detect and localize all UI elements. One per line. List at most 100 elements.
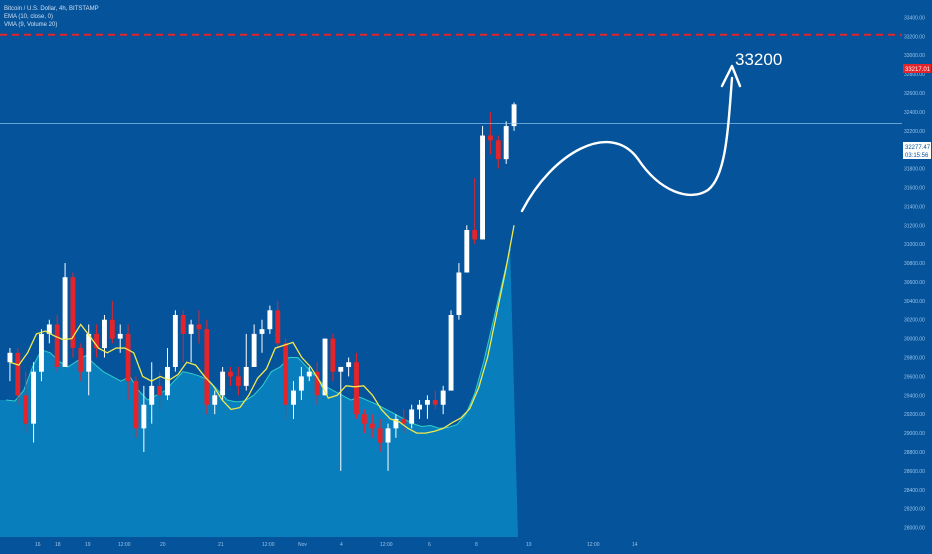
chart-legend: Bitcoin / U.S. Dollar, 4h, BITSTAMP EMA … (4, 5, 99, 29)
price-tick-label: 29400.00 (904, 393, 925, 399)
target-price-label: 33217.01 (905, 67, 931, 73)
candle-up[interactable] (456, 272, 462, 316)
candle-down[interactable] (133, 381, 139, 429)
candle-down[interactable] (15, 352, 21, 396)
price-tick-label: 30400.00 (904, 299, 925, 305)
candle-up[interactable] (480, 135, 485, 240)
time-tick-label: 4 (340, 542, 343, 548)
price-tick-label: 31800.00 (904, 167, 925, 173)
candle-up[interactable] (165, 366, 170, 396)
candle-up[interactable] (62, 277, 68, 367)
price-tick-label: 28600.00 (904, 469, 925, 475)
price-tick-label: 31400.00 (904, 204, 925, 210)
candle-down[interactable] (283, 343, 289, 405)
price-tick-label: 29800.00 (904, 356, 925, 362)
candle-up[interactable] (322, 338, 328, 396)
time-tick-label: Nov (298, 542, 307, 548)
candle-up[interactable] (306, 371, 312, 377)
candle-up[interactable] (424, 400, 430, 405)
candle-down[interactable] (94, 333, 100, 349)
candle-up[interactable] (338, 366, 344, 372)
candle-down[interactable] (354, 362, 359, 415)
ema-legend-item[interactable]: EMA (10, close, 0) (4, 14, 54, 20)
candle-down[interactable] (377, 428, 383, 443)
candle-up[interactable] (7, 352, 13, 363)
candle-down[interactable] (125, 333, 131, 382)
candle-up[interactable] (346, 362, 352, 367)
candle-up[interactable] (31, 371, 37, 424)
candle-up[interactable] (251, 333, 257, 367)
candle-up[interactable] (172, 315, 178, 367)
candle-down[interactable] (157, 385, 163, 396)
candle-down[interactable] (196, 324, 202, 330)
candle-up[interactable] (259, 329, 265, 334)
current-price-label: 32277.47 (905, 145, 931, 151)
candle-up[interactable] (102, 319, 107, 349)
candle-up[interactable] (117, 333, 123, 339)
candle-down[interactable] (275, 310, 281, 344)
candle-up[interactable] (448, 315, 454, 391)
price-tick-label: 32600.00 (904, 91, 925, 97)
price-axis[interactable]: 33400.00 33200.00 33000.00 32800.00 32600.00… (904, 15, 925, 531)
candle-down[interactable] (330, 338, 336, 372)
time-tick-label: 16 (35, 542, 41, 548)
projection-curve (520, 76, 734, 213)
target-price-badge (903, 64, 931, 73)
price-tick-label: 33400.00 (904, 15, 925, 21)
candle-down[interactable] (204, 329, 210, 405)
price-tick-label: 31600.00 (904, 185, 925, 191)
candle-up[interactable] (409, 409, 415, 424)
candle-up[interactable] (141, 404, 147, 429)
ema-line (9, 225, 515, 434)
candle-down[interactable] (54, 324, 60, 367)
candle-down[interactable] (109, 319, 115, 339)
candle-down[interactable] (432, 400, 438, 405)
time-tick-label: 8 (475, 542, 478, 548)
projection-arrow-head-icon (720, 64, 742, 88)
candle-up[interactable] (243, 366, 249, 386)
price-tick-label: 29000.00 (904, 431, 925, 437)
candle-up[interactable] (417, 404, 422, 410)
candle-up[interactable] (511, 104, 517, 127)
candle-up[interactable] (39, 333, 44, 372)
candle-up[interactable] (385, 428, 391, 443)
candle-up[interactable] (267, 310, 273, 330)
candle-down[interactable] (70, 277, 76, 349)
candle-down[interactable] (235, 376, 241, 386)
time-axis[interactable]: 16 18 19 12:00 20 21 12:00 Nov 4 12:00 6 8 10 12:00 14 (35, 542, 638, 548)
symbol-title[interactable]: Bitcoin / U.S. Dollar, 4h, BITSTAMP (4, 6, 99, 12)
time-tick-label: 20 (160, 542, 166, 548)
candle-down[interactable] (228, 371, 233, 377)
candle-up[interactable] (220, 371, 226, 396)
candle-down[interactable] (361, 414, 367, 424)
price-tick-label: 28400.00 (904, 488, 925, 494)
candle-down[interactable] (180, 315, 186, 334)
candle-up[interactable] (188, 324, 194, 334)
candle-up[interactable] (440, 390, 446, 405)
candle-up[interactable] (212, 395, 218, 405)
candle-up[interactable] (86, 333, 92, 372)
price-tick-label: 28800.00 (904, 450, 925, 456)
candle-up[interactable] (393, 418, 399, 429)
candle-down[interactable] (495, 140, 501, 160)
candle-down[interactable] (314, 371, 320, 396)
candle-up[interactable] (298, 376, 304, 391)
candle-down[interactable] (23, 395, 29, 424)
candle-up[interactable] (503, 126, 509, 160)
candle-down[interactable] (369, 423, 375, 429)
price-tick-label: 30000.00 (904, 337, 925, 343)
candle-down[interactable] (487, 135, 493, 141)
candle-down[interactable] (78, 348, 84, 372)
candle-down[interactable] (401, 418, 407, 424)
price-tick-label: 28200.00 (904, 507, 925, 513)
price-tick-label: 33000.00 (904, 53, 925, 59)
candle-up[interactable] (464, 229, 470, 273)
vma-legend-item[interactable]: VMA (9, Volume 20) (4, 22, 58, 28)
price-tick-label: 29600.00 (904, 374, 925, 380)
candle-up[interactable] (149, 385, 155, 405)
candle-up[interactable] (291, 390, 296, 405)
candle-up[interactable] (46, 324, 52, 334)
candle-down[interactable] (472, 229, 478, 240)
